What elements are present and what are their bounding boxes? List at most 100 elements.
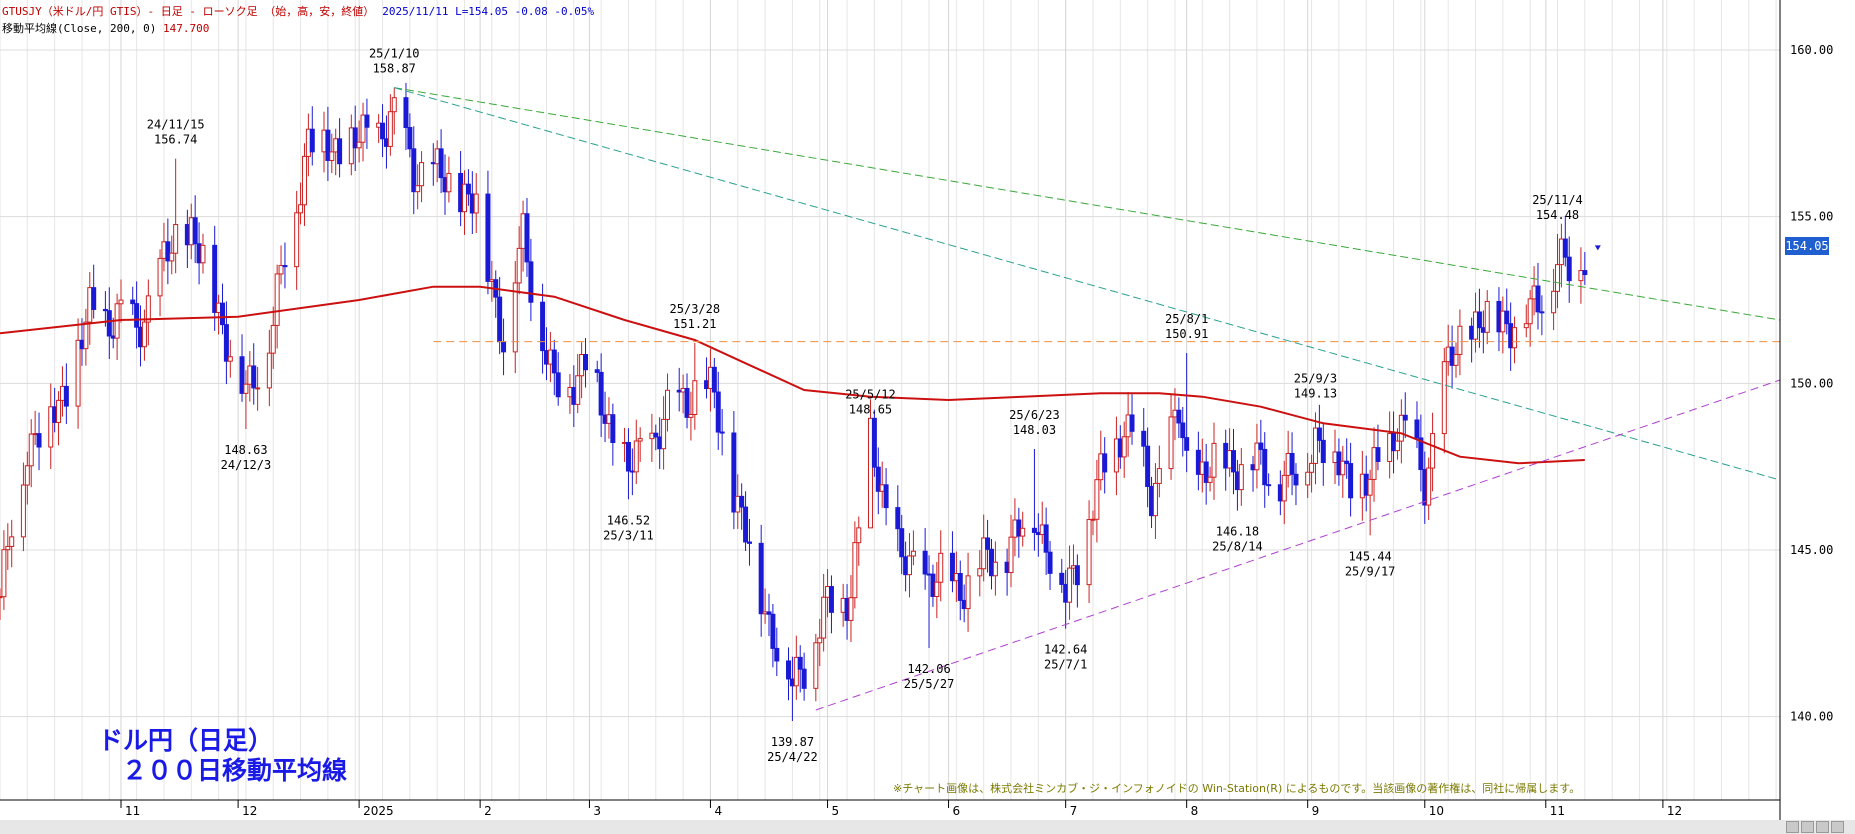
candle-body <box>251 365 257 389</box>
candle-body <box>1281 474 1287 502</box>
horizontal-scrollbar[interactable] <box>0 820 1855 834</box>
candle-body <box>1012 519 1018 538</box>
chart-header: GTUSJY（米ドル/円 GTIS）- 日足 - ローソク足 （始，高，安，終値… <box>2 3 594 19</box>
candle-body <box>665 389 670 420</box>
plot-background <box>0 0 1780 800</box>
candle-body <box>825 586 831 598</box>
annotation-label: 25/11/4 <box>1532 193 1583 207</box>
candle-body <box>1320 439 1326 464</box>
candle-body <box>184 224 190 246</box>
annotation-label: 156.74 <box>154 133 197 147</box>
candle-body <box>1551 290 1557 314</box>
candle-body <box>953 573 959 582</box>
candle-body <box>415 185 421 193</box>
candle-body <box>1508 323 1514 349</box>
trendline-resistance <box>394 87 1781 321</box>
candle-body <box>1141 430 1147 447</box>
candle-body <box>134 303 140 328</box>
candle-body <box>707 366 713 390</box>
candle-body <box>1016 519 1022 537</box>
candle-body <box>489 279 495 282</box>
candle-body <box>337 138 343 165</box>
candle-body <box>1289 452 1295 475</box>
candle-body <box>130 299 136 305</box>
zoom-in-icon[interactable] <box>1831 821 1844 833</box>
candle-body <box>118 299 124 305</box>
last-price-marker <box>1594 245 1601 251</box>
arrow-left-icon[interactable] <box>1786 821 1799 833</box>
candle-body <box>1234 471 1240 491</box>
candle-body <box>294 212 300 268</box>
candle-body <box>364 114 370 128</box>
candle-body <box>465 183 471 195</box>
candle-body <box>1476 311 1482 329</box>
candle-body <box>223 324 229 362</box>
candle-body <box>1102 453 1108 473</box>
candle-body <box>965 575 971 610</box>
candle-body <box>28 433 34 467</box>
candle-body <box>821 596 827 639</box>
candle-body <box>1449 346 1455 366</box>
candle-body <box>735 495 741 513</box>
candle-body <box>1035 531 1041 536</box>
candle-body <box>540 301 546 352</box>
candle-body <box>5 545 11 551</box>
candle-body <box>789 678 795 687</box>
annotation-label: 148.65 <box>849 402 892 416</box>
candle-body <box>138 326 144 348</box>
candle-body <box>1262 448 1268 486</box>
candle-body <box>216 302 222 313</box>
candle-body <box>1453 353 1459 366</box>
annotation-label: 150.91 <box>1165 327 1208 341</box>
x-tick-label: 7 <box>1070 804 1078 818</box>
candle-body <box>63 385 69 407</box>
candle-body <box>949 552 955 582</box>
annotation-label: 145.44 <box>1348 549 1391 563</box>
candle-body <box>102 308 108 312</box>
candle-body <box>87 287 93 323</box>
candle-body <box>1394 440 1400 452</box>
candle-body <box>220 302 225 326</box>
annotation-label: 25/6/23 <box>1009 408 1060 422</box>
candle-body <box>1117 438 1123 458</box>
candle-body <box>1387 432 1393 462</box>
candle-body <box>649 432 655 440</box>
candle-body <box>1398 414 1404 442</box>
candle-body <box>817 637 823 644</box>
annotation-label: 25/7/1 <box>1044 658 1087 672</box>
candle-body <box>407 127 413 150</box>
candle-body <box>899 528 905 558</box>
candle-body <box>1094 479 1100 520</box>
candle-body <box>610 414 616 444</box>
candle-body <box>1195 449 1201 475</box>
candle-body <box>309 128 315 153</box>
candle-body <box>922 550 928 575</box>
candle-body <box>988 548 994 577</box>
candle-body <box>1149 485 1155 517</box>
candle-body <box>828 586 834 613</box>
candle-body <box>1469 325 1475 340</box>
candle-body <box>473 193 479 214</box>
candle-body <box>321 129 327 153</box>
candle-body <box>266 352 272 389</box>
candle-body <box>743 506 749 543</box>
candle-body <box>391 97 397 113</box>
annotation-label: 146.52 <box>607 513 650 527</box>
zoom-out-icon[interactable] <box>1816 821 1829 833</box>
candle-body <box>1180 422 1186 439</box>
x-tick-label: 9 <box>1312 804 1320 818</box>
x-tick-label: 11 <box>125 804 140 818</box>
candle-body <box>196 243 202 264</box>
candle-body <box>985 537 991 550</box>
candle-body <box>543 350 549 365</box>
candle-body <box>83 321 89 350</box>
candle-body <box>1418 437 1424 471</box>
candle-body <box>1152 482 1158 517</box>
candle-body <box>497 296 503 343</box>
candle-body <box>676 389 682 393</box>
arrow-right-icon[interactable] <box>1801 821 1814 833</box>
candle-body <box>1043 524 1049 553</box>
candle-body <box>1535 285 1541 313</box>
candle-body <box>485 193 491 282</box>
